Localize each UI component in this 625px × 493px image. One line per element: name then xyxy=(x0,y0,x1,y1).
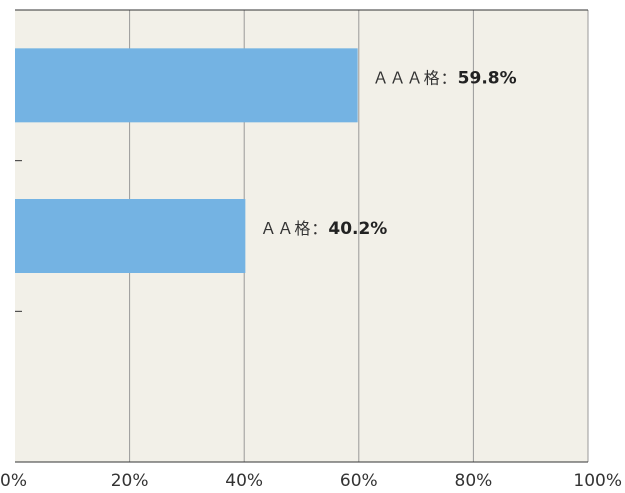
x-tick-label-2: 40% xyxy=(225,471,263,491)
bars xyxy=(15,48,358,273)
data-labels: ＡＡＡ格：59.8% ＡＡ格：40.2% xyxy=(260,68,516,239)
x-tick-label-0: 0% xyxy=(0,471,27,491)
axes xyxy=(15,9,588,463)
x-axis-ticks: 0% 20% 40% 60% 80% 100% xyxy=(0,471,622,491)
x-tick-label-4: 80% xyxy=(455,471,493,491)
data-label-0: ＡＡＡ格：59.8% xyxy=(373,68,517,88)
data-label-value-1: 40.2% xyxy=(328,219,387,239)
data-label-name-1: ＡＡ格： xyxy=(260,219,328,238)
data-label-name-0: ＡＡＡ格： xyxy=(373,68,458,87)
x-tick-label-3: 60% xyxy=(340,471,378,491)
x-tick-label-1: 20% xyxy=(111,471,149,491)
bar-1 xyxy=(15,199,246,273)
x-tick-label-5: 100% xyxy=(573,471,622,491)
bar-0 xyxy=(15,48,358,123)
data-label-value-0: 59.8% xyxy=(458,68,517,88)
data-label-1: ＡＡ格：40.2% xyxy=(260,219,387,239)
